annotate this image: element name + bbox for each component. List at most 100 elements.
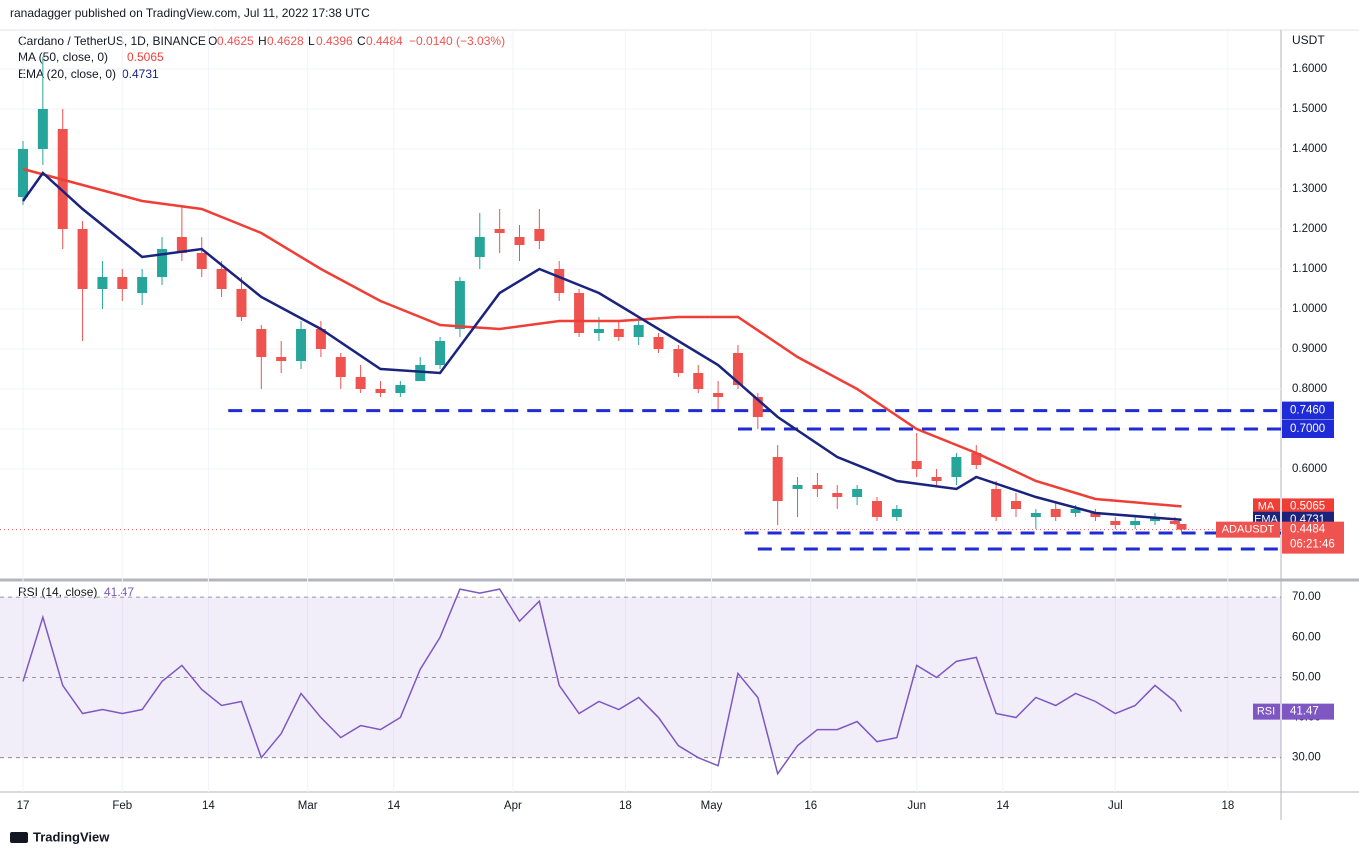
ohlc-label: C	[357, 34, 366, 48]
candle-body	[415, 365, 426, 381]
candle-body	[256, 329, 267, 357]
rsi-pane	[0, 588, 1281, 776]
y-tick-label: 1.0000	[1292, 303, 1327, 315]
ma-legend: MA (50, close, 0)	[18, 50, 108, 64]
candle-body	[435, 341, 446, 365]
candle-body	[871, 501, 882, 517]
rsi-tick-label: 50.00	[1292, 671, 1321, 683]
level-tag-box	[1282, 420, 1334, 438]
rsi-tick-label: 70.00	[1292, 591, 1321, 603]
candle-body	[673, 349, 684, 373]
last-price: 0.4484	[1290, 524, 1326, 536]
candle-body	[335, 357, 346, 377]
rsi-value: 41.47	[1290, 706, 1319, 718]
rsi-tag-box	[1253, 703, 1280, 720]
candle-body	[454, 281, 465, 329]
symbol-tag-box	[1216, 521, 1280, 538]
candle-body	[276, 357, 287, 361]
y-tick-label: 1.6000	[1292, 63, 1327, 75]
candle-body	[176, 237, 187, 253]
candle-body	[514, 237, 525, 245]
overlay-line	[22, 167, 1182, 508]
brand-name: TradingView	[33, 829, 110, 844]
candle-body	[613, 329, 624, 337]
y-tick-label: 1.1000	[1292, 263, 1327, 275]
candle-body	[1130, 521, 1141, 525]
candle-body	[951, 457, 962, 477]
candle-body	[395, 385, 406, 393]
x-tick-label: 18	[1221, 800, 1234, 812]
candle-body	[1169, 521, 1180, 524]
candle-body	[1176, 524, 1187, 530]
candle-body	[812, 485, 823, 489]
candle-body	[852, 489, 863, 497]
ohlc-value: 0.4484	[366, 34, 403, 48]
candle-body	[97, 277, 108, 289]
candle-body	[931, 477, 942, 481]
x-tick-label: 14	[202, 800, 215, 812]
candle-body	[355, 377, 366, 389]
candle-body	[792, 485, 803, 489]
overlay-value-box	[1282, 498, 1334, 515]
level-tag: 0.7460	[1290, 405, 1325, 417]
candle-body	[196, 253, 207, 269]
candle-body	[554, 269, 565, 293]
candle-body	[1150, 517, 1161, 521]
candle-body	[157, 249, 168, 277]
candle-body	[494, 229, 505, 233]
attribution: ranadagger published on TradingView.com,…	[10, 6, 370, 20]
overlay-line	[21, 171, 1182, 522]
candle-body	[1011, 501, 1021, 509]
rsi-legend-value: 41.47	[104, 585, 134, 599]
y-tick-label: 1.5000	[1292, 103, 1327, 115]
ohlc-value: 0.4628	[267, 34, 304, 48]
candle-body	[315, 329, 326, 349]
candle-body	[1050, 509, 1061, 517]
rsi-line	[22, 588, 1183, 776]
candle-body	[633, 325, 644, 337]
rsi-tick-label: 60.00	[1292, 631, 1321, 643]
candle-body	[375, 389, 386, 393]
ema-legend-value: 0.4731	[122, 67, 159, 81]
candle-body	[77, 229, 88, 289]
candle-body	[574, 293, 585, 333]
candle-body	[1030, 513, 1041, 517]
candle-body	[772, 457, 783, 501]
change: −0.0140 (−3.03%)	[409, 34, 505, 48]
candle-body	[752, 397, 763, 417]
level-tag-box	[1282, 401, 1334, 420]
candle-body	[137, 277, 148, 293]
candle-body	[832, 493, 843, 497]
y-tick-label: 1.3000	[1292, 183, 1327, 195]
x-tick-label: 14	[387, 800, 400, 812]
price-pane	[0, 57, 1281, 551]
x-tick-label: Jun	[907, 800, 926, 812]
rsi-tag: RSI	[1257, 706, 1275, 718]
x-tick-label: 18	[619, 800, 632, 812]
candle-body	[296, 329, 307, 361]
last-price-box	[1282, 521, 1344, 554]
x-tick-label: Feb	[112, 800, 132, 812]
overlay-tag: MA	[1258, 500, 1275, 512]
candle-body	[991, 489, 1002, 517]
overlay-value: 0.5065	[1290, 500, 1325, 512]
rsi-value-box	[1282, 703, 1334, 720]
candle-body	[911, 461, 922, 469]
ohlc-value: 0.4625	[217, 34, 254, 48]
candle-body	[236, 289, 247, 317]
candle-body	[534, 229, 545, 241]
candle-body	[693, 373, 704, 389]
candle-body	[1070, 509, 1081, 513]
candle-body	[1110, 521, 1121, 525]
rsi-tick-label: 30.00	[1292, 752, 1321, 764]
overlay-tag-box	[1253, 498, 1280, 515]
candle-body	[593, 329, 604, 333]
ohlc-label: H	[258, 34, 267, 48]
x-tick-label: Apr	[504, 800, 522, 812]
x-tick-label: 16	[804, 800, 817, 812]
y-tick-label: 1.2000	[1292, 223, 1327, 235]
candle-body	[37, 109, 48, 149]
brand: TradingView	[10, 829, 110, 844]
symbol-title: Cardano / TetherUS, 1D, BINANCE	[18, 34, 206, 48]
